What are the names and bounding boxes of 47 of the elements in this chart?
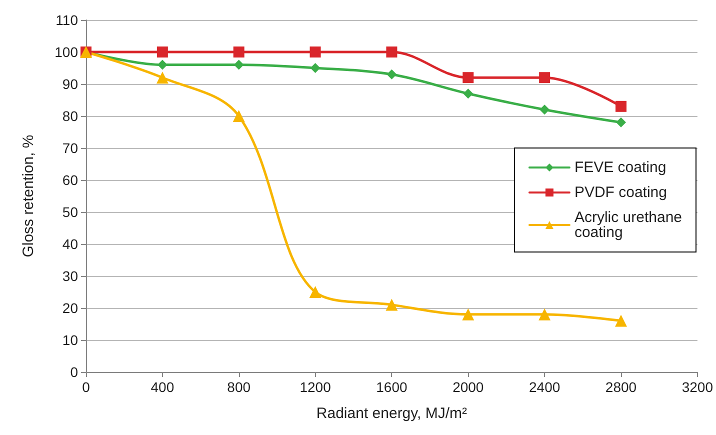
y-tick-label: 100 (54, 44, 78, 60)
x-tick-label: 0 (82, 379, 90, 395)
y-tick-label: 20 (62, 300, 78, 316)
x-tick-label: 1200 (300, 379, 332, 395)
y-tick-label: 60 (62, 172, 78, 188)
y-axis-title: Gloss retention, % (20, 134, 37, 258)
y-tick-label: 30 (62, 268, 78, 284)
point (462, 72, 474, 84)
point (539, 72, 550, 84)
x-tick-label: 3200 (682, 379, 714, 395)
point (157, 60, 168, 70)
point (616, 100, 626, 112)
point (615, 314, 627, 327)
point (234, 60, 244, 70)
legend-label: PVDF coating (574, 184, 667, 201)
point (538, 308, 551, 320)
x-tick-label: 400 (150, 379, 174, 395)
x-axis-title: Radiant energy, MJ/m² (316, 405, 468, 422)
x-tick-label: 2800 (605, 379, 637, 395)
y-tick-label: 40 (62, 236, 78, 252)
y-tick-label: 70 (62, 140, 78, 156)
y-tick-label: 110 (56, 12, 78, 28)
x-tick-label: 1600 (376, 379, 408, 395)
point (156, 46, 168, 58)
x-tick-label: 2000 (452, 379, 484, 395)
point (386, 46, 398, 58)
point (386, 298, 398, 311)
point (310, 63, 320, 73)
y-tick-label: 50 (62, 204, 78, 220)
y-tick-label: 90 (62, 76, 78, 92)
point (156, 72, 168, 84)
x-tick-label: 800 (227, 379, 251, 395)
point (309, 286, 322, 298)
point (310, 46, 321, 58)
point (540, 104, 550, 115)
y-tick-label: 0 (70, 364, 78, 380)
legend-label: FEVE coating (574, 159, 666, 176)
point (386, 69, 397, 80)
point (463, 88, 474, 99)
point (616, 117, 626, 128)
x-tick-label: 2400 (528, 379, 560, 395)
y-tick-label: 80 (62, 108, 78, 124)
point (232, 110, 245, 122)
point (233, 46, 244, 58)
point (462, 308, 474, 320)
y-tick-label: 10 (62, 332, 78, 348)
legend-label: Acrylic urethane coating (574, 209, 682, 241)
